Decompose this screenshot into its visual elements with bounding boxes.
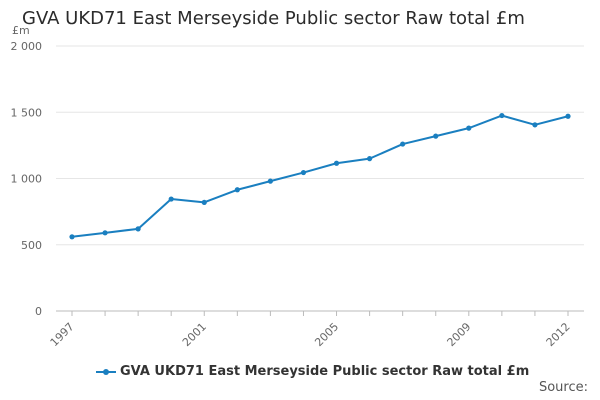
x-tick-label: 2001 — [180, 320, 209, 349]
legend-series-label: GVA UKD71 East Merseyside Public sector … — [120, 364, 530, 379]
data-point — [300, 169, 307, 176]
data-point — [168, 196, 174, 202]
y-tick-label: 1 000 — [11, 173, 43, 186]
y-axis-unit-label: £m — [12, 24, 30, 37]
chart-title: GVA UKD71 East Merseyside Public sector … — [22, 8, 525, 29]
y-tick-label: 0 — [35, 305, 42, 318]
x-tick-label: 2012 — [544, 320, 573, 349]
x-tick-label: 1997 — [48, 320, 77, 349]
data-point — [499, 112, 505, 119]
data-point — [367, 156, 373, 162]
chart-legend[interactable]: GVA UKD71 East Merseyside Public sector … — [96, 364, 529, 379]
y-tick-label: 1 500 — [11, 106, 43, 119]
series-line — [71, 114, 569, 238]
data-point — [433, 133, 439, 139]
data-point — [69, 234, 75, 240]
x-tick-label: 2005 — [312, 320, 341, 349]
data-point — [201, 199, 207, 205]
legend-series-swatch — [96, 368, 116, 375]
source-label: Source: — [538, 380, 588, 395]
y-tick-label: 500 — [21, 239, 42, 252]
data-point — [135, 226, 141, 232]
data-point — [267, 178, 273, 184]
x-tick-label: 2009 — [445, 320, 474, 349]
data-point — [102, 230, 108, 236]
data-point — [532, 122, 538, 128]
data-point — [333, 160, 340, 166]
data-point — [234, 187, 240, 193]
data-point — [400, 141, 406, 147]
data-point — [565, 113, 571, 119]
y-tick-label: 2 000 — [11, 40, 43, 53]
data-point — [466, 125, 472, 131]
